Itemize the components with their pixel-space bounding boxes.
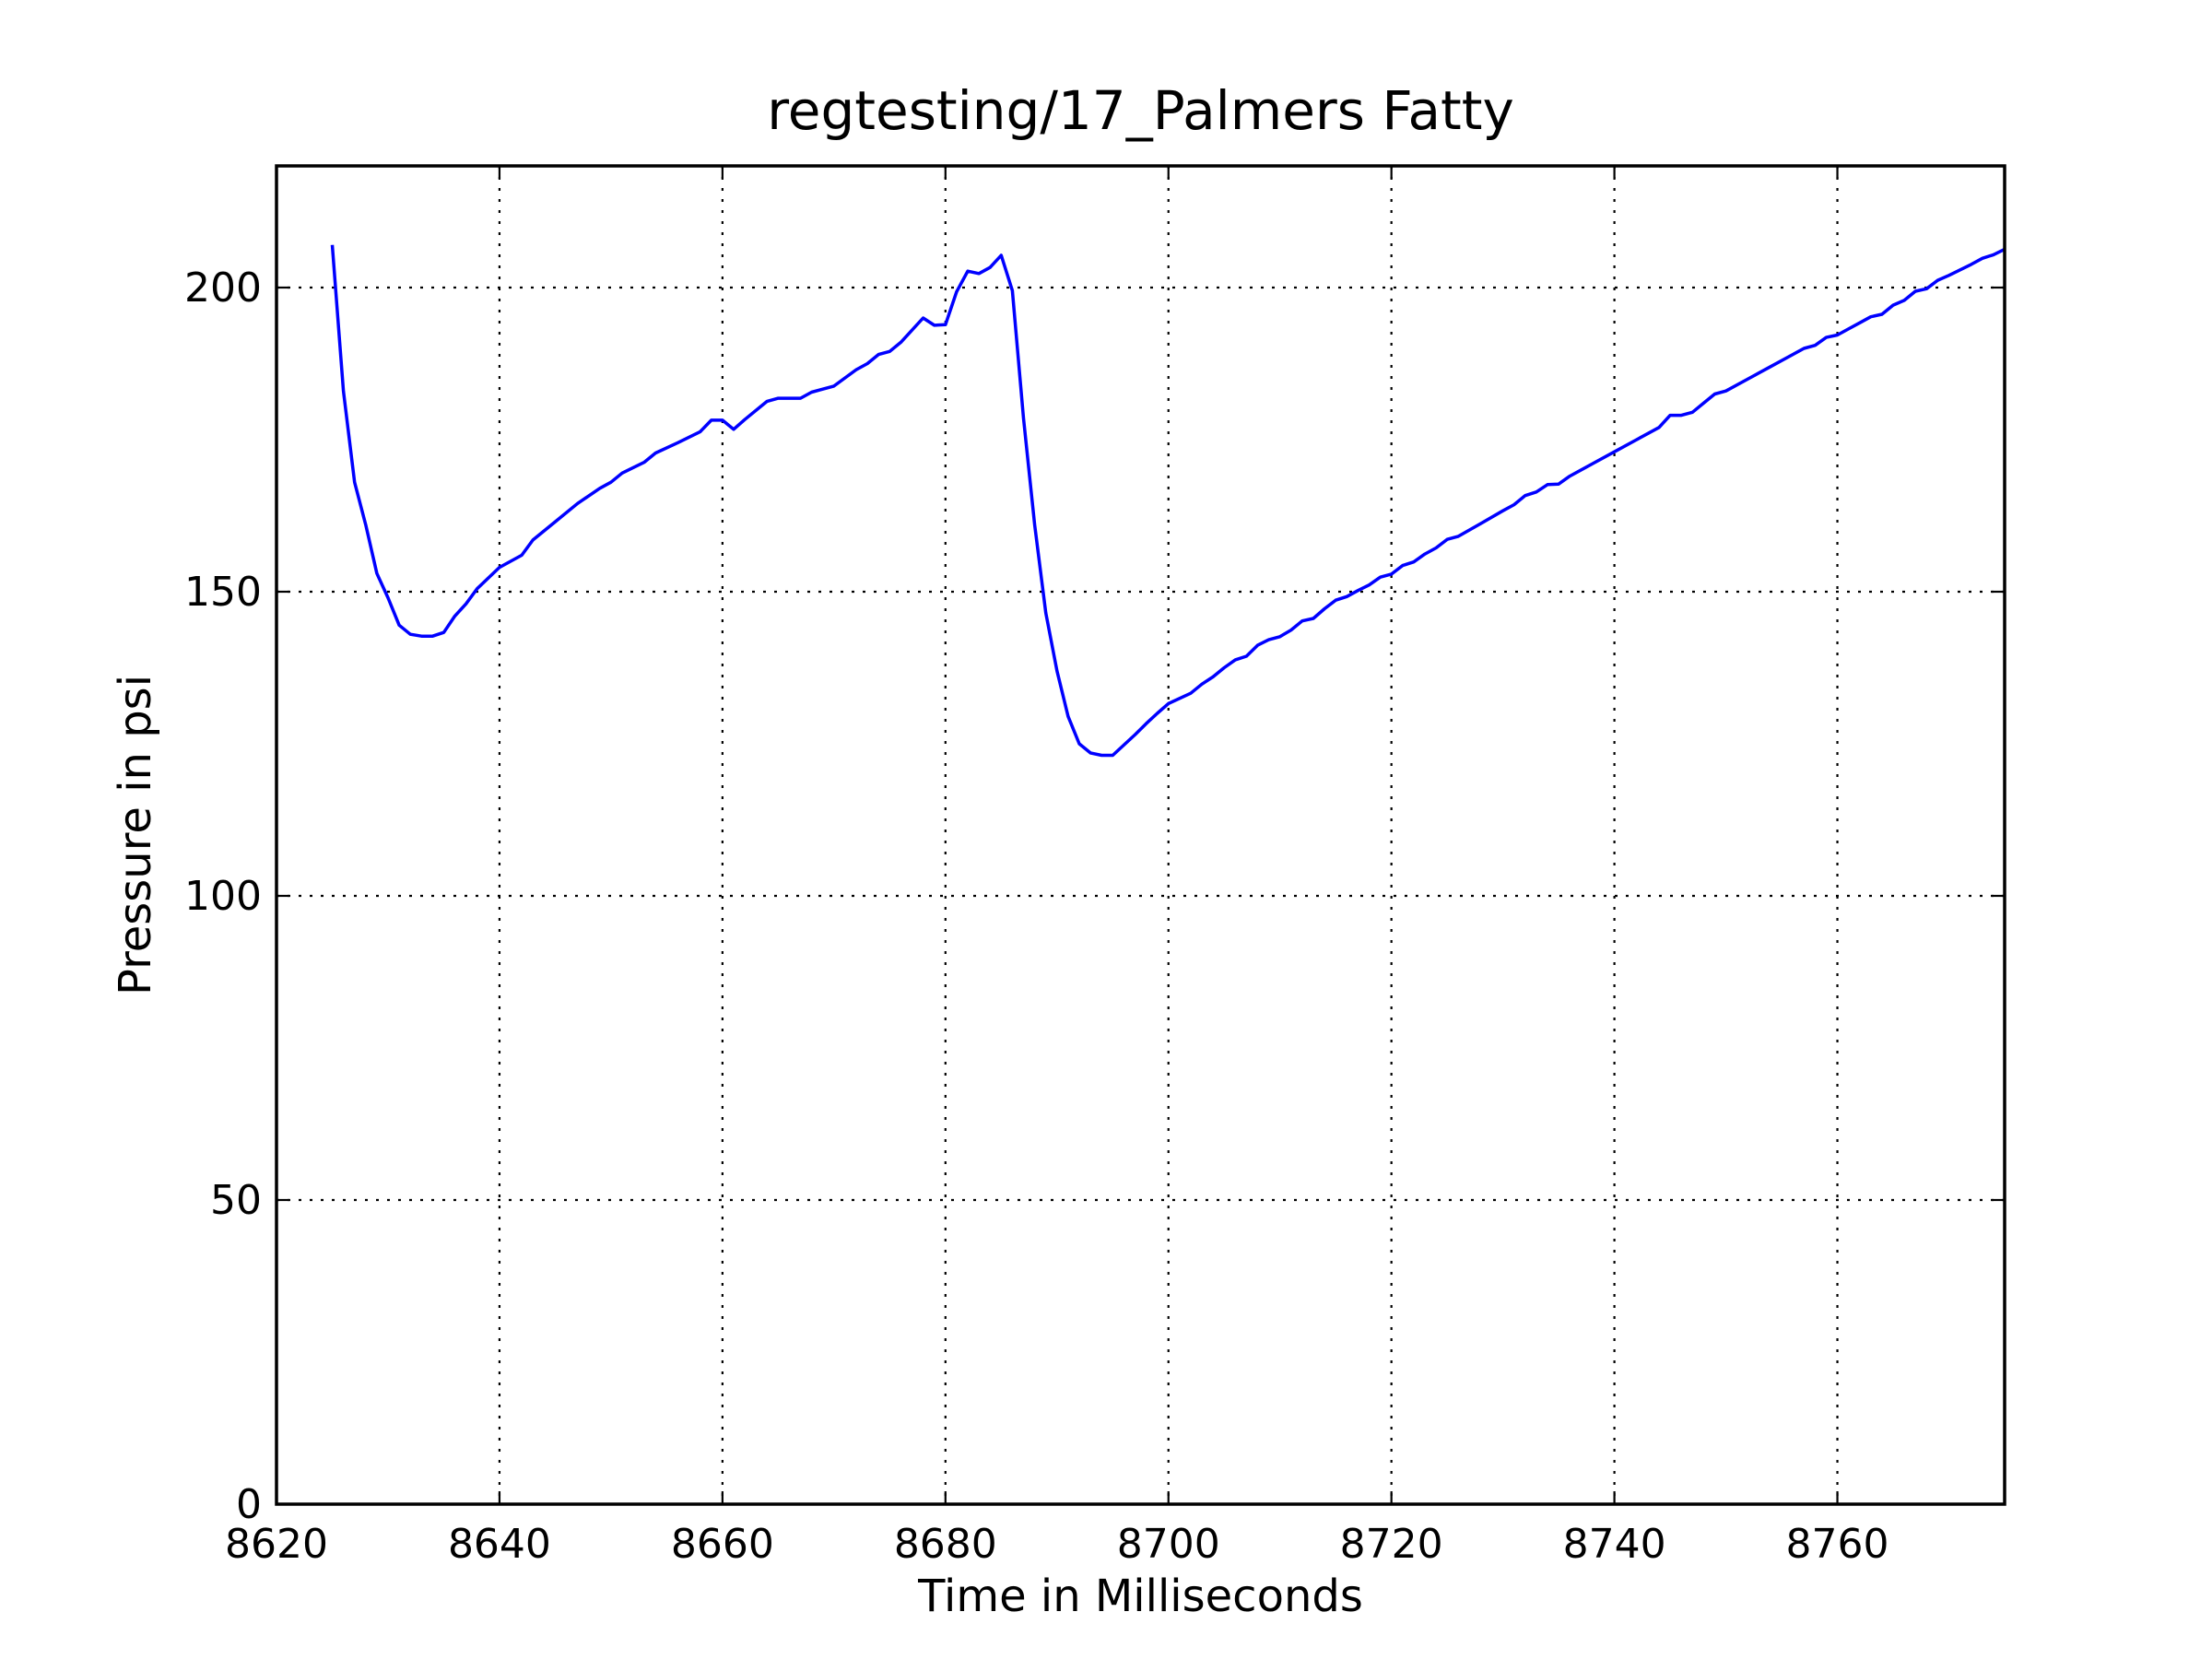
x-tick-label: 8760 bbox=[1786, 1521, 1889, 1568]
x-tick-label: 8740 bbox=[1563, 1521, 1666, 1568]
x-tick-label: 8640 bbox=[448, 1521, 551, 1568]
y-tick-label: 50 bbox=[210, 1177, 262, 1224]
x-tick-label: 8700 bbox=[1117, 1521, 1220, 1568]
plot-frame bbox=[275, 164, 2006, 1506]
y-tick-label: 100 bbox=[184, 873, 262, 920]
grid-layer bbox=[276, 166, 2005, 1504]
series-layer bbox=[330, 244, 2006, 758]
y-tick-label: 200 bbox=[184, 265, 262, 312]
x-axis-label: Time in Milliseconds bbox=[917, 1571, 1363, 1622]
x-tick-label: 8720 bbox=[1340, 1521, 1443, 1568]
y-axis-label: Pressure in psi bbox=[110, 675, 161, 995]
y-tick-label: 0 bbox=[236, 1481, 262, 1528]
chart-title: regtesting/17_Palmers Fatty bbox=[767, 79, 1514, 142]
tick-layer: 8620 8640 8660 8680 8700 8720 8740 8760 0 50 100 15… bbox=[184, 166, 2005, 1568]
x-tick-label: 8660 bbox=[671, 1521, 774, 1568]
x-tick-label: 8680 bbox=[894, 1521, 997, 1568]
x-tick-label: 8620 bbox=[225, 1521, 328, 1568]
series-line-0 bbox=[330, 244, 2006, 758]
y-tick-label: 150 bbox=[184, 569, 262, 616]
